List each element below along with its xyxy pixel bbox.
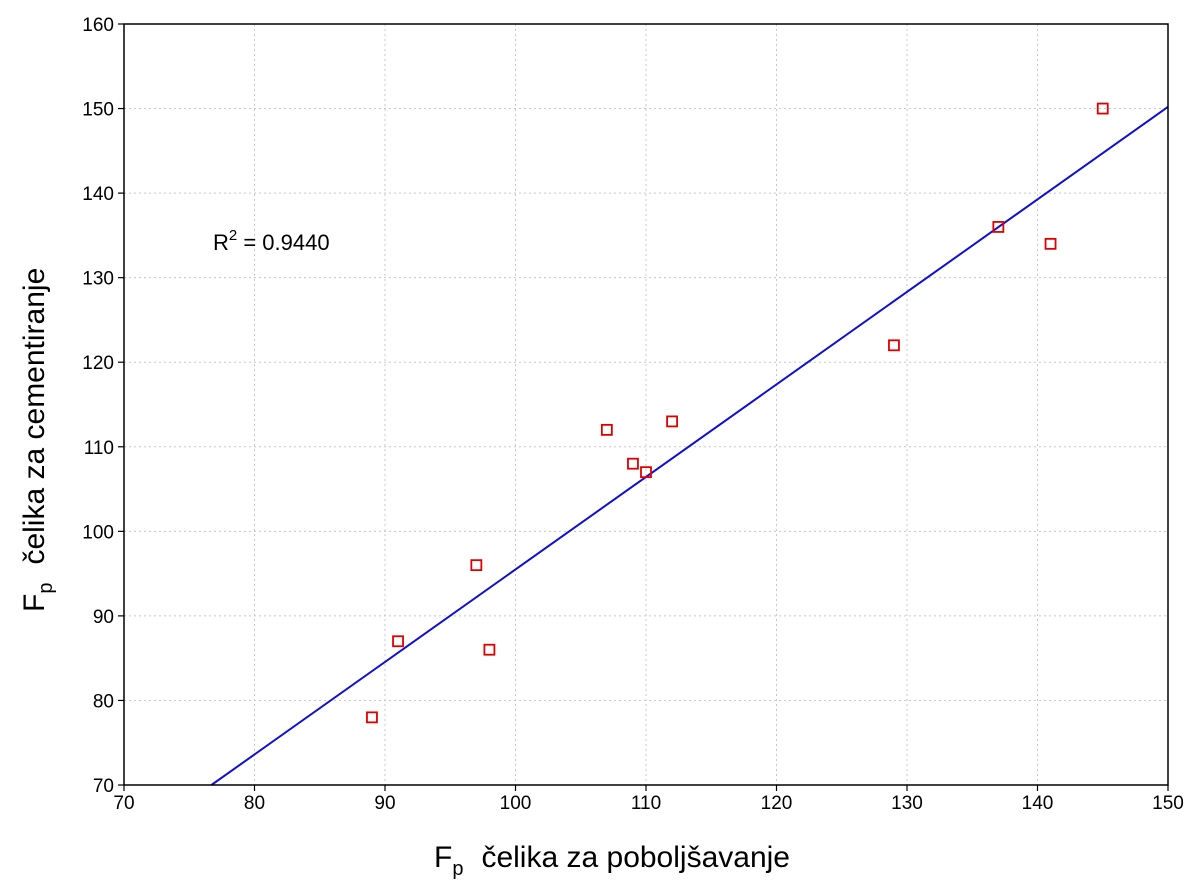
y-tick-label: 90 xyxy=(93,607,114,628)
y-tick-label: 150 xyxy=(82,100,114,121)
y-tick-label: 80 xyxy=(93,691,114,712)
data-point xyxy=(666,415,678,428)
regression-line xyxy=(210,106,1169,786)
y-tick-label: 120 xyxy=(82,353,114,374)
x-tick-label: 130 xyxy=(891,793,923,814)
x-axis-label: Fp čelika za poboljšavanje xyxy=(434,841,790,880)
r-squared-annotation: R2 = 0.9440 xyxy=(213,227,330,255)
r-squared-value: = 0.9440 xyxy=(237,230,329,255)
data-point xyxy=(483,643,496,656)
tick-labels: 70 80 90 100 110 120 130 140 150 70 80 90 100 110 120 1… xyxy=(82,15,1184,814)
data-point xyxy=(888,339,900,352)
x-tick-label: 120 xyxy=(761,793,793,814)
y-tick-label: 130 xyxy=(82,269,114,290)
plot-frame xyxy=(123,23,1169,786)
data-point xyxy=(627,457,639,470)
y-tick-label: 140 xyxy=(82,184,114,205)
y-axis-label-rest: čelika za cementiranje xyxy=(18,268,51,565)
y-axis-label-main: F xyxy=(18,594,51,612)
x-axis-label-sub: p xyxy=(452,858,463,880)
data-point xyxy=(392,635,404,648)
r-squared-base: R xyxy=(213,230,229,255)
x-tick-label: 140 xyxy=(1022,793,1054,814)
data-points xyxy=(366,102,1109,724)
y-tick-label: 70 xyxy=(93,776,114,797)
x-axis-label-rest: čelika za poboljšavanje xyxy=(481,841,790,874)
y-tick-label: 160 xyxy=(82,15,114,36)
data-point xyxy=(640,466,652,479)
x-axis-label-main: F xyxy=(434,841,452,874)
x-tick-label: 80 xyxy=(244,793,265,814)
x-tick-label: 150 xyxy=(1152,793,1184,814)
data-point xyxy=(992,221,1005,233)
data-point xyxy=(366,711,378,724)
data-point xyxy=(1044,237,1057,250)
x-tick-label: 100 xyxy=(500,793,532,814)
x-tick-label: 110 xyxy=(631,793,661,814)
y-tick-label: 100 xyxy=(82,522,114,543)
grid-lines xyxy=(124,24,1168,785)
y-axis-label: Fp čelika za cementiranje xyxy=(18,268,57,612)
data-point xyxy=(470,559,483,572)
y-tick-label: 110 xyxy=(84,438,114,459)
x-tick-label: 70 xyxy=(113,793,134,814)
x-tick-label: 90 xyxy=(374,793,395,814)
y-axis-label-sub: p xyxy=(35,583,57,594)
data-point xyxy=(1096,102,1109,115)
data-point xyxy=(600,423,613,436)
r-squared-sup: 2 xyxy=(229,227,237,244)
